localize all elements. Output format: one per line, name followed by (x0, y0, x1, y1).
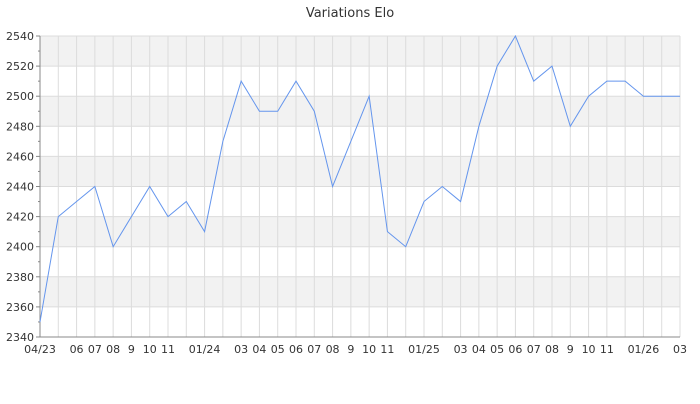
y-tick-label: 2380 (6, 271, 34, 284)
x-tick-label: 03 (234, 343, 248, 356)
grid-band (40, 36, 680, 66)
x-tick-label: 06 (508, 343, 522, 356)
x-tick-label: 07 (88, 343, 102, 356)
x-tick-label: 08 (545, 343, 559, 356)
x-tick-label: 11 (161, 343, 175, 356)
chart-title: Variations Elo (306, 6, 394, 21)
x-tick-label: 06 (289, 343, 303, 356)
y-tick-label: 2400 (6, 241, 34, 254)
x-tick-label: 07 (527, 343, 541, 356)
x-tick-label: 07 (307, 343, 321, 356)
x-tick-label: 11 (380, 343, 394, 356)
x-tick-label: 01/25 (408, 343, 440, 356)
x-tick-label: 04 (252, 343, 266, 356)
x-tick-label: 9 (567, 343, 574, 356)
y-tick-label: 2420 (6, 211, 34, 224)
x-tick-label: 08 (326, 343, 340, 356)
grid-band (40, 96, 680, 126)
y-tick-label: 2360 (6, 301, 34, 314)
x-tick-label: 01/26 (628, 343, 660, 356)
x-tick-label: 06 (70, 343, 84, 356)
x-tick-label: 03 (673, 343, 687, 356)
y-tick-label: 2520 (6, 60, 34, 73)
x-tick-label: 05 (490, 343, 504, 356)
x-tick-label: 08 (106, 343, 120, 356)
x-tick-label: 04 (472, 343, 486, 356)
x-tick-label: 10 (582, 343, 596, 356)
y-tick-label: 2460 (6, 150, 34, 163)
y-tick-label: 2500 (6, 90, 34, 103)
y-tick-label: 2480 (6, 120, 34, 133)
grid-band (40, 277, 680, 307)
x-tick-label: 04/23 (24, 343, 56, 356)
y-tick-label: 2440 (6, 181, 34, 194)
x-tick-label: 9 (347, 343, 354, 356)
grid-band (40, 217, 680, 247)
x-tick-label: 10 (143, 343, 157, 356)
x-tick-label: 11 (600, 343, 614, 356)
x-tick-label: 10 (362, 343, 376, 356)
grid-band (40, 156, 680, 186)
x-tick-label: 9 (128, 343, 135, 356)
y-tick-label: 2540 (6, 30, 34, 43)
x-tick-label: 05 (271, 343, 285, 356)
x-tick-label: 01/24 (189, 343, 221, 356)
x-tick-label: 03 (454, 343, 468, 356)
